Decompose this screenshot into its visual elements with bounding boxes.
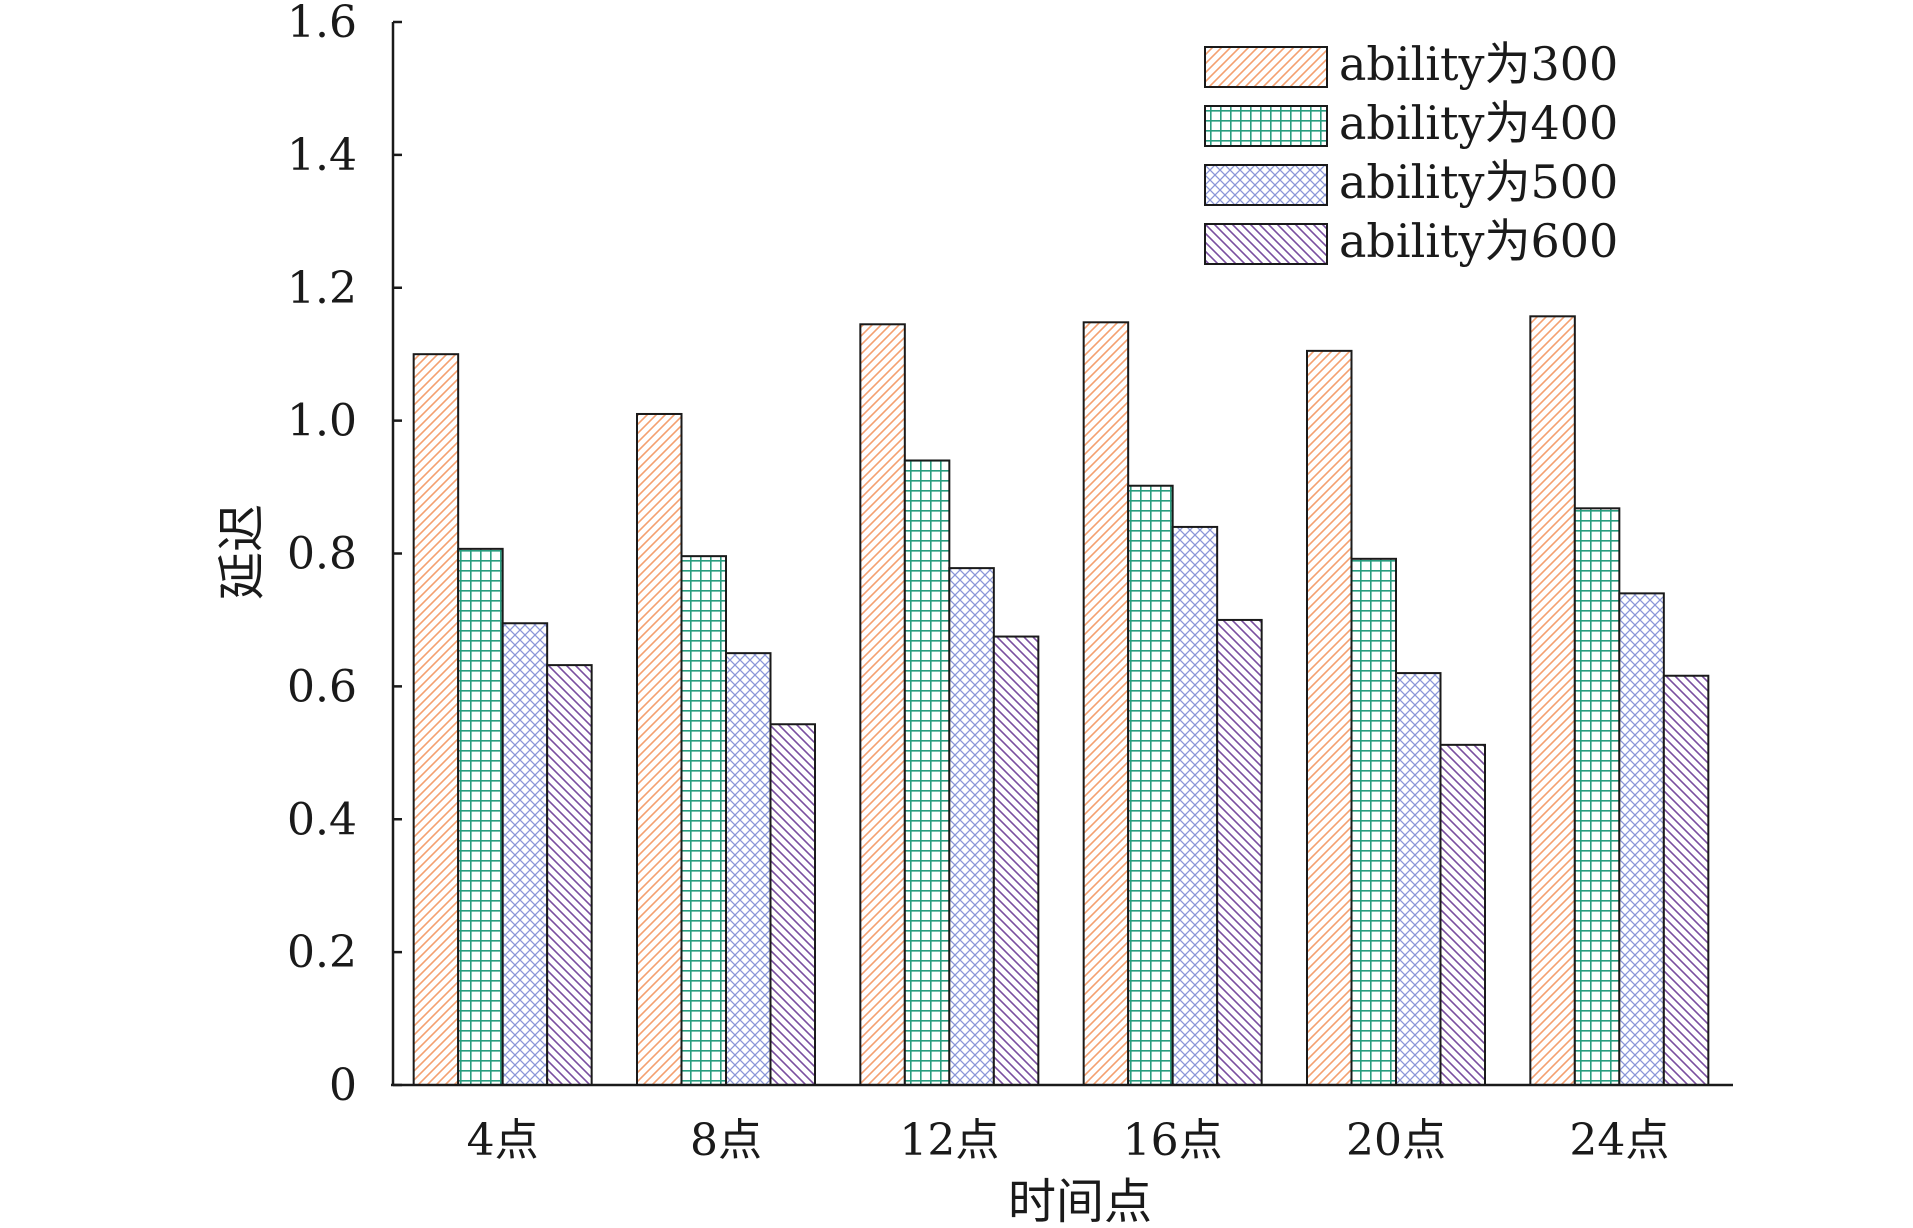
bar-4点-ability为500 bbox=[501, 622, 549, 1087]
y-tick-label: 0.6 bbox=[287, 661, 357, 712]
bar-24点-ability为500 bbox=[1618, 592, 1665, 1086]
bar-16点-ability为400 bbox=[1127, 484, 1174, 1086]
bar-8点-ability为600 bbox=[769, 723, 816, 1086]
legend-swatch bbox=[1204, 105, 1328, 147]
legend-label: ability为600 bbox=[1339, 214, 1618, 268]
bar-12点-ability为600 bbox=[992, 635, 1040, 1086]
x-tick-label: 20点 bbox=[1346, 1115, 1446, 1166]
legend-label: ability为400 bbox=[1339, 96, 1618, 150]
y-ticks: 0 0.2 0.4 0.6 0.8 1.0 1.2 1.4 1.6 bbox=[287, 0, 402, 1111]
legend-swatch bbox=[1204, 164, 1328, 206]
bar-24点-ability为300 bbox=[1529, 315, 1576, 1086]
x-tick-labels: 4点 8点 12点 16点 20点 24点 bbox=[467, 1115, 1670, 1166]
bar-20点-ability为400 bbox=[1350, 557, 1397, 1086]
bars-group bbox=[412, 315, 1710, 1087]
bar-8点-ability为500 bbox=[725, 652, 772, 1086]
x-tick-label: 16点 bbox=[1123, 1115, 1223, 1166]
bar-8点-ability为300 bbox=[636, 412, 683, 1086]
bar-8点-ability为400 bbox=[680, 555, 727, 1086]
y-tick-label: 0.8 bbox=[287, 529, 357, 580]
y-tick-label: 1.0 bbox=[287, 396, 357, 447]
legend-label: ability为500 bbox=[1339, 155, 1618, 209]
x-tick-label: 24点 bbox=[1569, 1115, 1669, 1166]
y-axis-title: 延迟 bbox=[214, 504, 270, 600]
y-tick-label: 1.2 bbox=[287, 263, 357, 314]
bar-12点-ability为300 bbox=[859, 323, 906, 1086]
y-tick-label: 0.4 bbox=[287, 794, 357, 845]
x-axis-title: 时间点 bbox=[1008, 1174, 1152, 1228]
bar-20点-ability为500 bbox=[1395, 672, 1442, 1087]
legend-swatch bbox=[1204, 223, 1328, 265]
y-tick-label: 1.6 bbox=[287, 0, 357, 48]
legend-swatch bbox=[1204, 46, 1328, 88]
bar-16点-ability为300 bbox=[1082, 321, 1130, 1086]
bar-12点-ability为500 bbox=[948, 567, 995, 1086]
bar-4点-ability为400 bbox=[457, 547, 504, 1086]
bar-20点-ability为600 bbox=[1439, 743, 1486, 1087]
bar-16点-ability为600 bbox=[1216, 618, 1263, 1086]
bar-16点-ability为500 bbox=[1171, 525, 1219, 1086]
x-tick-label: 12点 bbox=[899, 1115, 999, 1166]
bar-4点-ability为600 bbox=[546, 664, 593, 1086]
bar-4点-ability为300 bbox=[412, 353, 460, 1086]
legend: ability为300ability为400ability为500ability… bbox=[1204, 37, 1618, 268]
bar-20点-ability为300 bbox=[1306, 349, 1353, 1087]
y-tick-label: 0 bbox=[329, 1060, 357, 1111]
y-tick-label: 0.2 bbox=[287, 927, 357, 978]
y-tick-label: 1.4 bbox=[287, 130, 357, 181]
bar-24点-ability为400 bbox=[1573, 507, 1621, 1086]
legend-label: ability为300 bbox=[1339, 37, 1618, 91]
x-tick-label: 8点 bbox=[690, 1115, 762, 1166]
bar-24点-ability为600 bbox=[1662, 674, 1710, 1086]
x-tick-label: 4点 bbox=[467, 1115, 539, 1166]
bar-12点-ability为400 bbox=[903, 459, 951, 1086]
